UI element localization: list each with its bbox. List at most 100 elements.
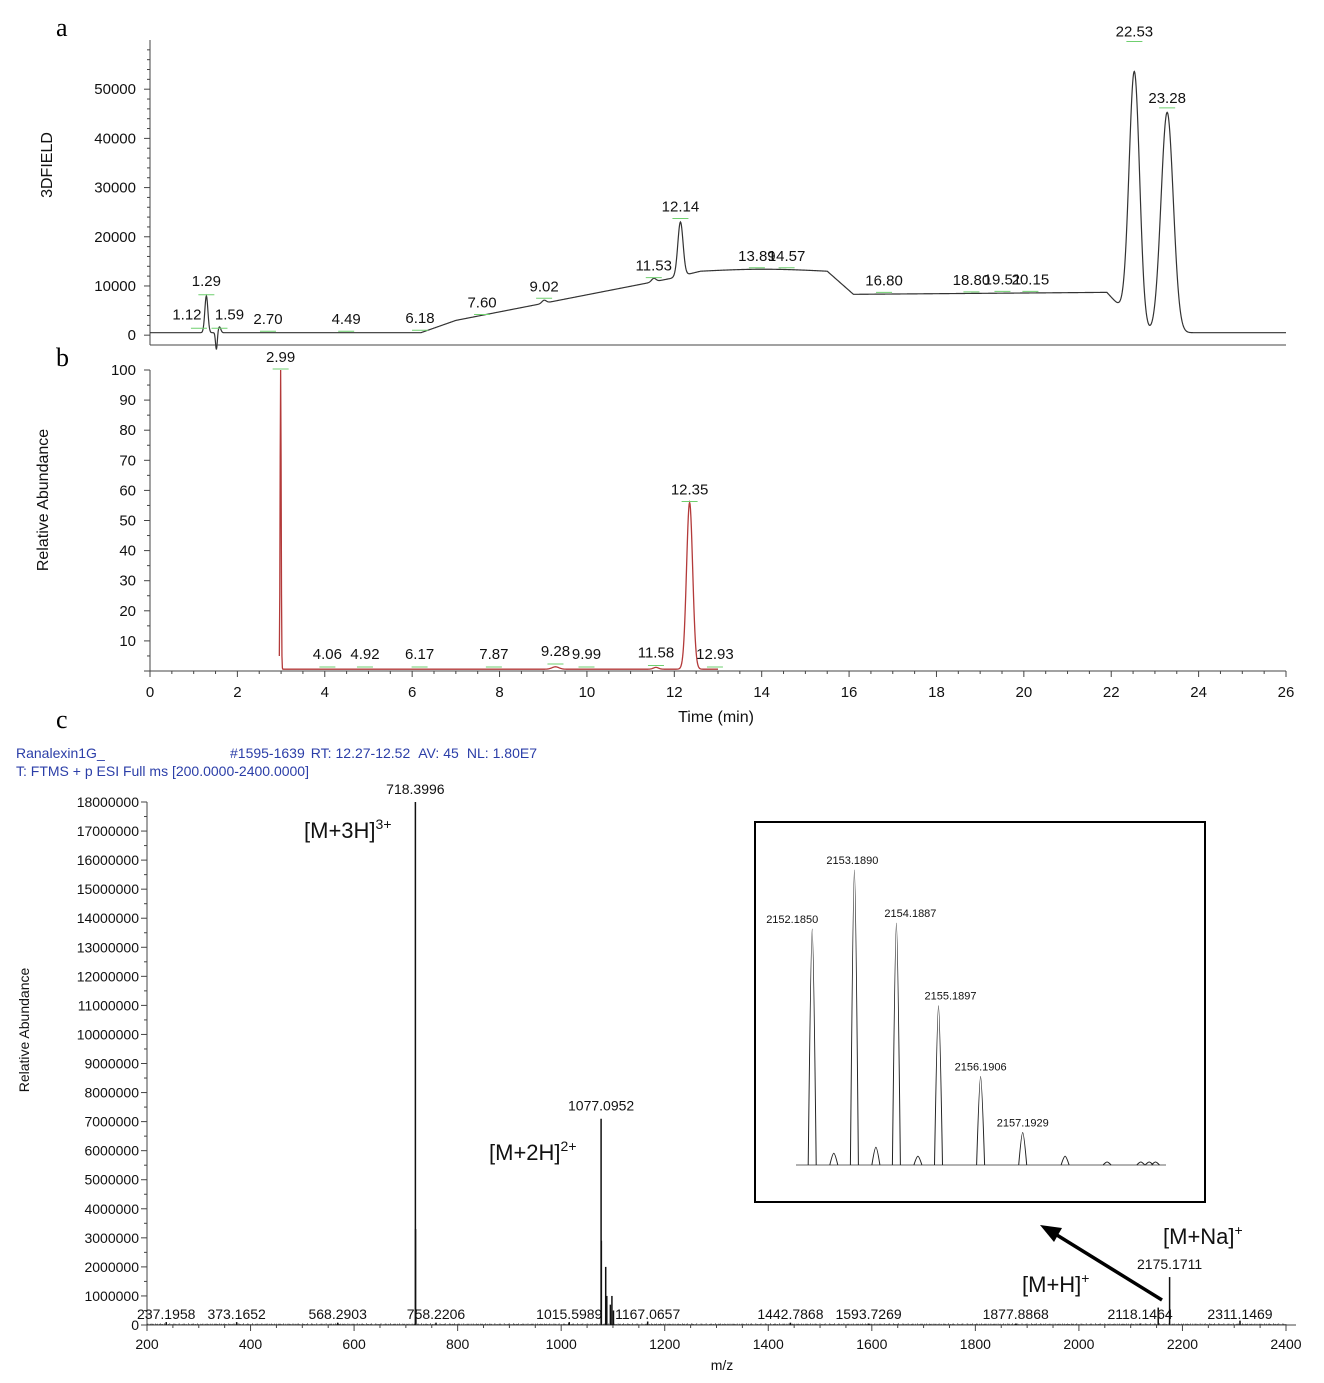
panel-a-ylabel: 3DFIELD xyxy=(39,132,56,198)
panel-c-y-tick-label: 5000000 xyxy=(84,1172,139,1188)
inset-peak xyxy=(1151,1161,1160,1166)
panel-b-y-tick-label: 70 xyxy=(119,452,136,469)
panel-c-peak-label: 1877.8868 xyxy=(983,1306,1049,1322)
panel-c-y-tick-label: 9000000 xyxy=(84,1056,139,1072)
panel-a-peak-label: 9.02 xyxy=(530,278,559,295)
panel-b-ylabel: Relative Abundance xyxy=(35,429,52,571)
panel-a-peak-label: 12.14 xyxy=(662,199,700,216)
panel-a-peak-label: 22.53 xyxy=(1116,23,1154,40)
panel-c-peak-label: 1077.0952 xyxy=(568,1098,634,1114)
panel-letter-c: c xyxy=(56,705,68,734)
panel-b-y-tick-label: 50 xyxy=(119,513,136,530)
panel-a-peak-label: 19.51 xyxy=(984,271,1022,288)
panel-b-peak-label: 12.93 xyxy=(696,646,734,663)
panel-a-peak-label: 14.57 xyxy=(768,248,806,265)
panel-c-peak-label: 2175.1711 xyxy=(1137,1256,1202,1272)
panel-a-peak-label: 20.15 xyxy=(1012,271,1050,288)
chart-panel-b: Relative Abundance Time (min) 1020304050… xyxy=(35,349,1294,726)
inset-peak-label: 2157.1929 xyxy=(997,1118,1049,1130)
inset-peak xyxy=(1102,1161,1112,1166)
panel-a-peak-label: 1.59 xyxy=(215,306,244,323)
header-nl-label: NL: xyxy=(467,745,489,761)
inset-peak xyxy=(849,869,859,1166)
inset-isotope-pattern: 2152.1850 2153.1890 2154.1887 2155.1897 2156… xyxy=(754,821,1206,1203)
ion-label-m3h: [M+3H]3+ xyxy=(304,816,392,843)
panel-a-y-tick-label: 50000 xyxy=(94,81,136,98)
panel-c-peak-label: 1442.7868 xyxy=(757,1306,823,1322)
panel-c-y-tick-label: 8000000 xyxy=(84,1085,139,1101)
inset-peak-label: 2155.1897 xyxy=(925,991,977,1003)
ion-label-mh: [M+H]+ xyxy=(1022,1270,1089,1297)
panel-b-x-tick-label: 2 xyxy=(233,684,241,701)
panel-b-y-tick-label: 90 xyxy=(119,392,136,409)
inset-peak xyxy=(1136,1161,1146,1166)
panel-a-peak-label: 11.53 xyxy=(636,258,672,275)
panel-b-y-tick-label: 30 xyxy=(119,573,136,590)
panel-c-header-scan-filter: T: FTMS + p ESI Full ms [200.0000-2400.0… xyxy=(16,763,309,779)
panel-b-peak-label: 11.58 xyxy=(638,644,674,661)
panel-b-x-tick-label: 4 xyxy=(321,684,329,701)
panel-c-y-tick-label: 12000000 xyxy=(77,968,140,984)
panel-letter-a: a xyxy=(56,13,68,42)
panel-a-y-tick-label: 30000 xyxy=(94,180,136,197)
panel-c-y-tick-label: 13000000 xyxy=(77,939,140,955)
inset-peak xyxy=(1060,1155,1070,1166)
panel-c-peak-label: 758.2206 xyxy=(407,1306,466,1322)
inset-peak xyxy=(976,1075,986,1166)
panel-c-y-tick-label: 11000000 xyxy=(78,997,139,1013)
panel-c-header-file: Ranalexin1G_ #1595-1639 RT: 12.27-12.52 AV: 4… xyxy=(16,745,537,761)
panel-b-peak-label: 7.87 xyxy=(479,646,508,663)
inset-peak xyxy=(807,928,817,1166)
inset-peak xyxy=(829,1152,839,1166)
panel-b-peak-label: 9.99 xyxy=(572,646,601,663)
header-nl: 1.80E7 xyxy=(493,745,538,761)
panel-b-x-tick-label: 24 xyxy=(1190,684,1207,701)
panel-a-peak-label: 1.12 xyxy=(172,306,201,323)
panel-a-peak-label: 6.18 xyxy=(405,310,434,327)
panel-c-peak-label: 237.1958 xyxy=(137,1306,196,1322)
panel-a-peak-label: 1.29 xyxy=(192,273,221,290)
panel-b-x-tick-label: 0 xyxy=(146,684,154,701)
inset-peak xyxy=(1144,1161,1154,1166)
panel-a-trace xyxy=(150,70,1286,350)
panel-c-y-tick-label: 4000000 xyxy=(84,1201,139,1217)
panel-c-peak-label: 1167.0657 xyxy=(615,1306,680,1322)
panel-a-y-tick-label: 10000 xyxy=(94,278,136,295)
panel-a-peak-label: 16.80 xyxy=(865,272,903,289)
panel-a-y-tick-label: 20000 xyxy=(94,229,136,246)
panel-c-y-tick-label: 17000000 xyxy=(77,823,140,839)
panel-c-peak-label: 1015.5989 xyxy=(536,1306,602,1322)
inset-peak-label: 2154.1887 xyxy=(884,908,936,920)
panel-c-x-tick-label: 1600 xyxy=(856,1336,887,1352)
panel-c-x-tick-label: 2200 xyxy=(1167,1336,1198,1352)
panel-c-ylabel: Relative Abundance xyxy=(16,968,32,1093)
panel-c-x-tick-label: 1200 xyxy=(649,1336,680,1352)
panel-c-peak-label: 373.1652 xyxy=(207,1306,266,1322)
panel-b-peak-label: 12.35 xyxy=(671,481,709,498)
panel-c-xlabel: m/z xyxy=(711,1357,734,1373)
panel-c-x-tick-label: 400 xyxy=(239,1336,263,1352)
panel-c-y-tick-label: 7000000 xyxy=(84,1114,139,1130)
inset-peak-label: 2156.1906 xyxy=(955,1062,1007,1074)
ion-label-mna: [M+Na]+ xyxy=(1163,1222,1243,1249)
panel-c-x-tick-label: 1000 xyxy=(546,1336,577,1352)
panel-c-y-tick-label: 2000000 xyxy=(84,1259,139,1275)
panel-c-x-tick-label: 1400 xyxy=(753,1336,784,1352)
panel-a-peak-label: 23.28 xyxy=(1148,90,1186,107)
panel-b-x-tick-label: 14 xyxy=(753,684,770,701)
inset-peak xyxy=(934,1005,943,1166)
header-filename: Ranalexin1G_ xyxy=(16,745,105,761)
panel-b-x-tick-label: 12 xyxy=(666,684,683,701)
panel-a-y-tick-label: 40000 xyxy=(94,130,136,147)
panel-c-peak-label: 2118.1464 xyxy=(1108,1306,1173,1322)
panel-c-y-tick-label: 0 xyxy=(131,1317,139,1333)
panel-c-y-tick-label: 16000000 xyxy=(77,852,140,868)
panel-c-x-tick-label: 1800 xyxy=(960,1336,991,1352)
panel-b-peak-label: 4.92 xyxy=(350,646,379,663)
panel-a-peak-label: 7.60 xyxy=(467,294,496,311)
inset-arrow xyxy=(1040,1225,1163,1302)
inset-peak xyxy=(913,1155,923,1166)
panel-letter-b: b xyxy=(56,343,69,372)
panel-c-y-tick-label: 1000000 xyxy=(84,1288,139,1304)
ion-label-m2h: [M+2H]2+ xyxy=(489,1138,577,1165)
